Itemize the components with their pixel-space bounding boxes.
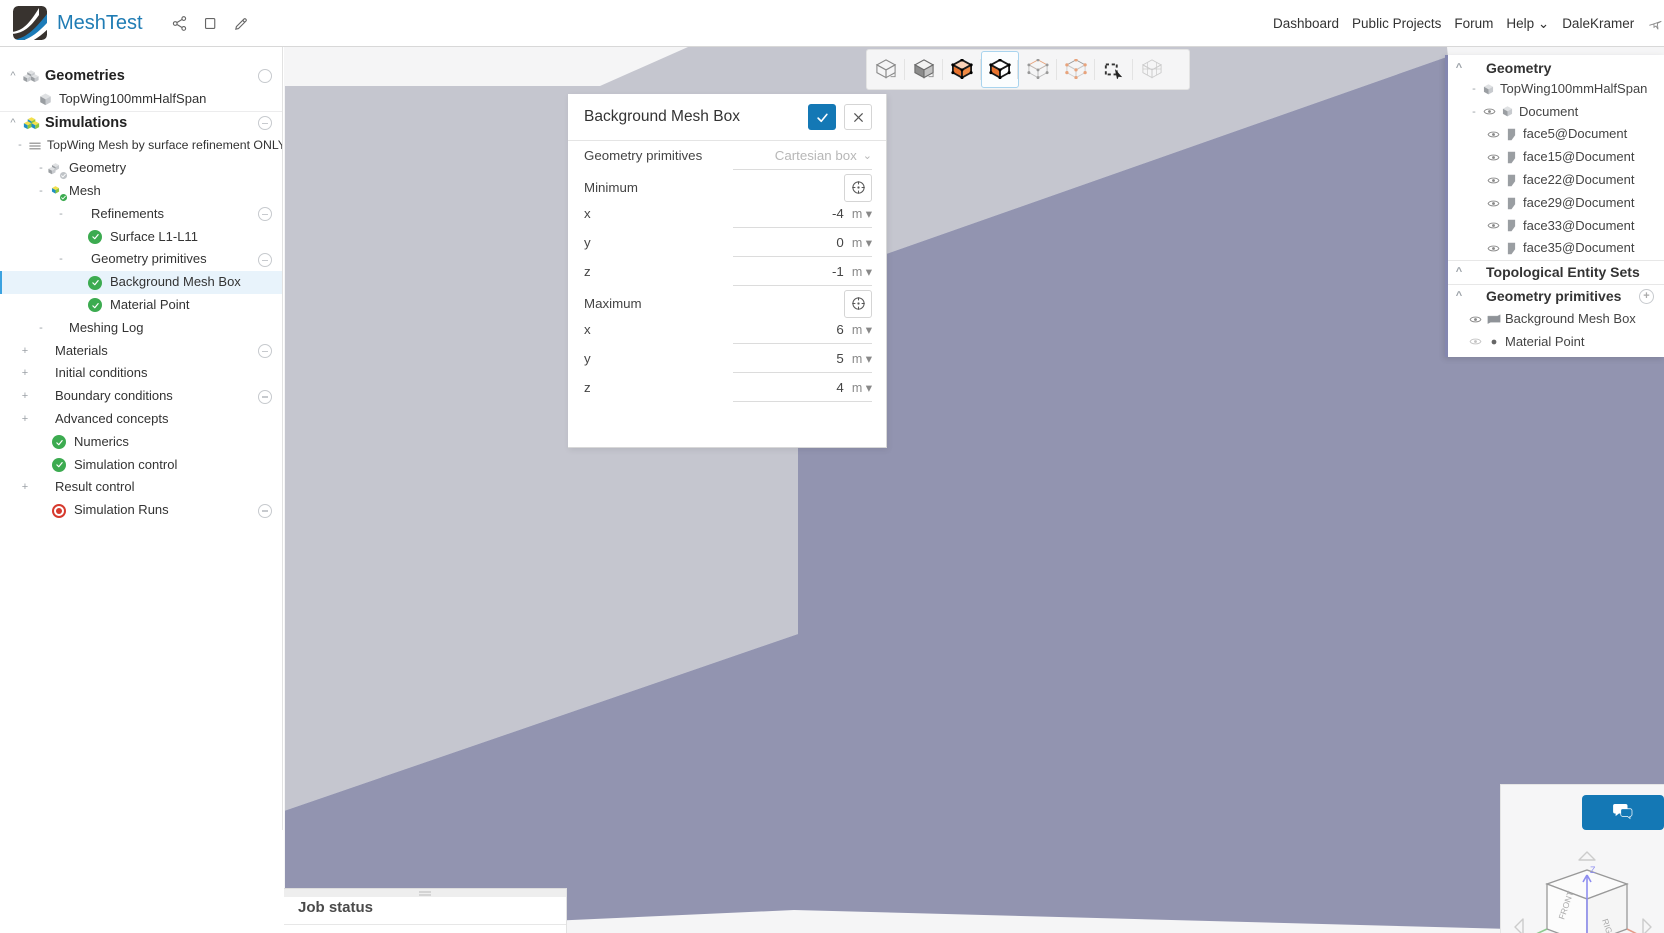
svg-text:Z: Z — [1590, 865, 1596, 875]
